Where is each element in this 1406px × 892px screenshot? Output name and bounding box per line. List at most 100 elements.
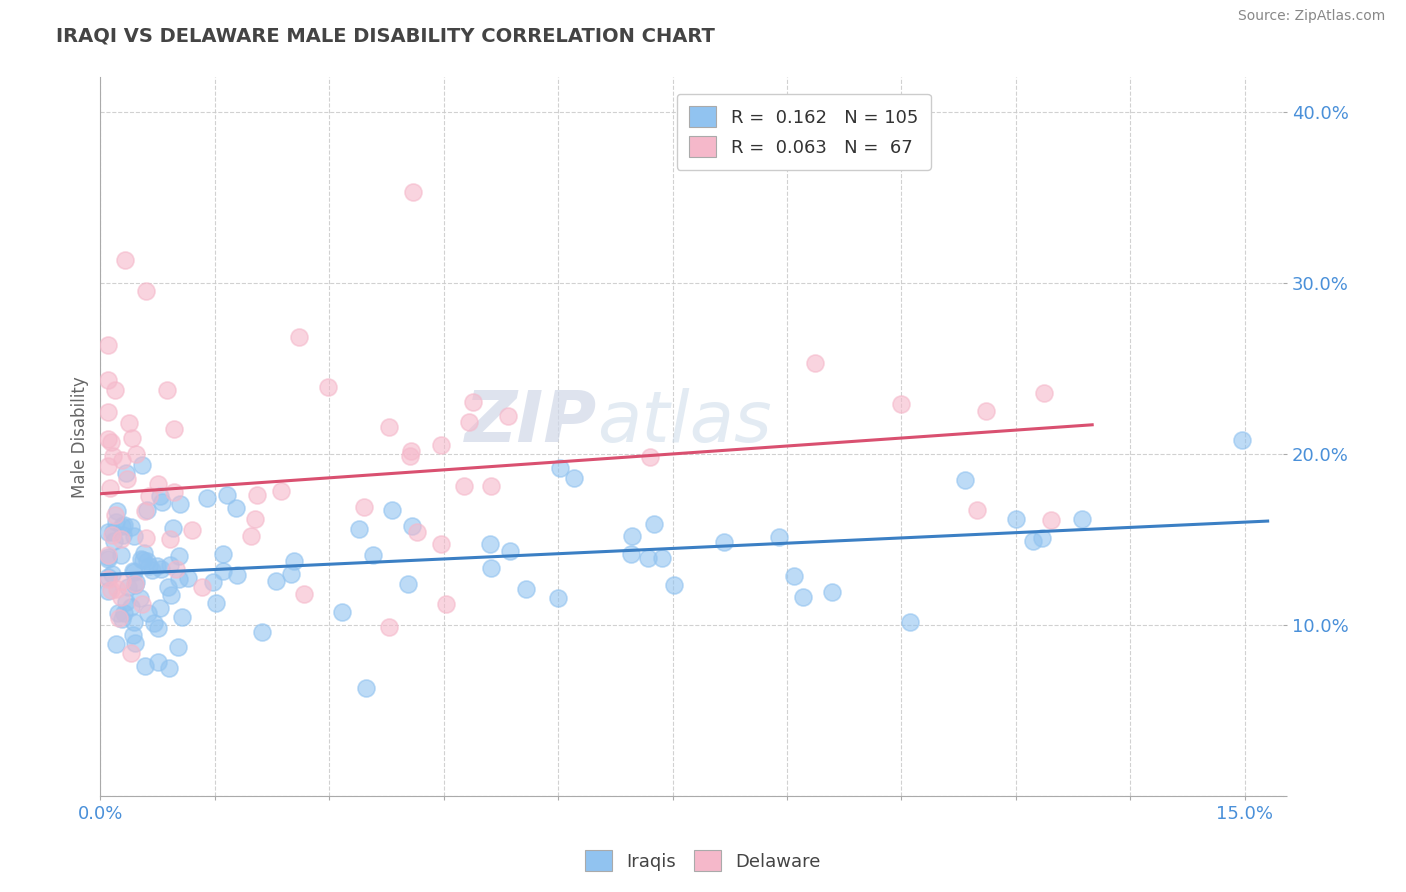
Point	[105, 637, 128, 651]
Point	[135, 503, 157, 517]
Point	[97, 337, 120, 351]
Point	[110, 532, 132, 546]
Point	[202, 574, 225, 589]
Point	[150, 494, 173, 508]
Point	[165, 561, 187, 575]
Point	[138, 606, 160, 620]
Point	[890, 396, 912, 410]
Point	[110, 611, 132, 625]
Point	[97, 572, 120, 586]
Point	[124, 574, 146, 589]
Point	[117, 580, 139, 594]
Point	[156, 580, 179, 594]
Point	[401, 518, 423, 533]
Point	[148, 655, 170, 669]
Point	[496, 409, 519, 423]
Point	[620, 547, 643, 561]
Point	[316, 380, 339, 394]
Point	[155, 383, 177, 397]
Point	[110, 548, 132, 562]
Point	[107, 606, 129, 620]
Point	[115, 471, 138, 485]
Point	[167, 549, 190, 564]
Point	[1032, 386, 1054, 401]
Point	[245, 511, 267, 525]
Point	[547, 591, 569, 606]
Point	[976, 404, 998, 418]
Point	[112, 607, 135, 621]
Point	[134, 659, 156, 673]
Point	[966, 502, 988, 516]
Point	[498, 544, 520, 558]
Point	[159, 558, 181, 573]
Point	[479, 560, 502, 574]
Point	[101, 528, 124, 542]
Point	[108, 611, 131, 625]
Point	[122, 615, 145, 629]
Point	[955, 473, 977, 487]
Point	[97, 405, 120, 419]
Point	[138, 559, 160, 574]
Point	[110, 590, 132, 604]
Point	[378, 620, 401, 634]
Point	[457, 415, 479, 429]
Point	[132, 552, 155, 566]
Point	[114, 252, 136, 267]
Point	[122, 564, 145, 578]
Point	[120, 520, 142, 534]
Point	[112, 527, 135, 541]
Point	[111, 452, 134, 467]
Point	[562, 470, 585, 484]
Point	[292, 587, 315, 601]
Point	[97, 552, 120, 566]
Point	[111, 519, 134, 533]
Point	[461, 395, 484, 409]
Point	[1040, 513, 1063, 527]
Point	[434, 597, 457, 611]
Point	[124, 578, 146, 592]
Point	[122, 566, 145, 580]
Point	[1070, 512, 1092, 526]
Point	[280, 567, 302, 582]
Point	[138, 489, 160, 503]
Point	[453, 479, 475, 493]
Point	[478, 536, 501, 550]
Point	[1022, 533, 1045, 548]
Point	[115, 466, 138, 480]
Point	[211, 564, 233, 578]
Point	[252, 625, 274, 640]
Point	[145, 559, 167, 574]
Point	[900, 615, 922, 629]
Text: IRAQI VS DELAWARE MALE DISABILITY CORRELATION CHART: IRAQI VS DELAWARE MALE DISABILITY CORREL…	[56, 27, 716, 45]
Point	[105, 582, 128, 597]
Point	[783, 569, 806, 583]
Point	[132, 546, 155, 560]
Point	[638, 450, 661, 465]
Point	[97, 549, 120, 564]
Point	[396, 577, 419, 591]
Point	[122, 628, 145, 642]
Point	[135, 554, 157, 568]
Point	[792, 591, 814, 605]
Point	[97, 373, 120, 387]
Point	[361, 548, 384, 562]
Point	[97, 459, 120, 474]
Point	[288, 330, 311, 344]
Point	[124, 636, 146, 650]
Point	[105, 515, 128, 529]
Point	[195, 491, 218, 506]
Point	[226, 568, 249, 582]
Point	[330, 606, 353, 620]
Point	[515, 582, 537, 597]
Text: ZIP: ZIP	[465, 388, 598, 457]
Point	[149, 600, 172, 615]
Point	[429, 537, 451, 551]
Point	[100, 435, 122, 450]
Point	[124, 576, 146, 591]
Point	[172, 610, 194, 624]
Point	[150, 561, 173, 575]
Text: Source: ZipAtlas.com: Source: ZipAtlas.com	[1237, 9, 1385, 23]
Point	[101, 567, 124, 582]
Point	[143, 616, 166, 631]
Point	[643, 517, 665, 532]
